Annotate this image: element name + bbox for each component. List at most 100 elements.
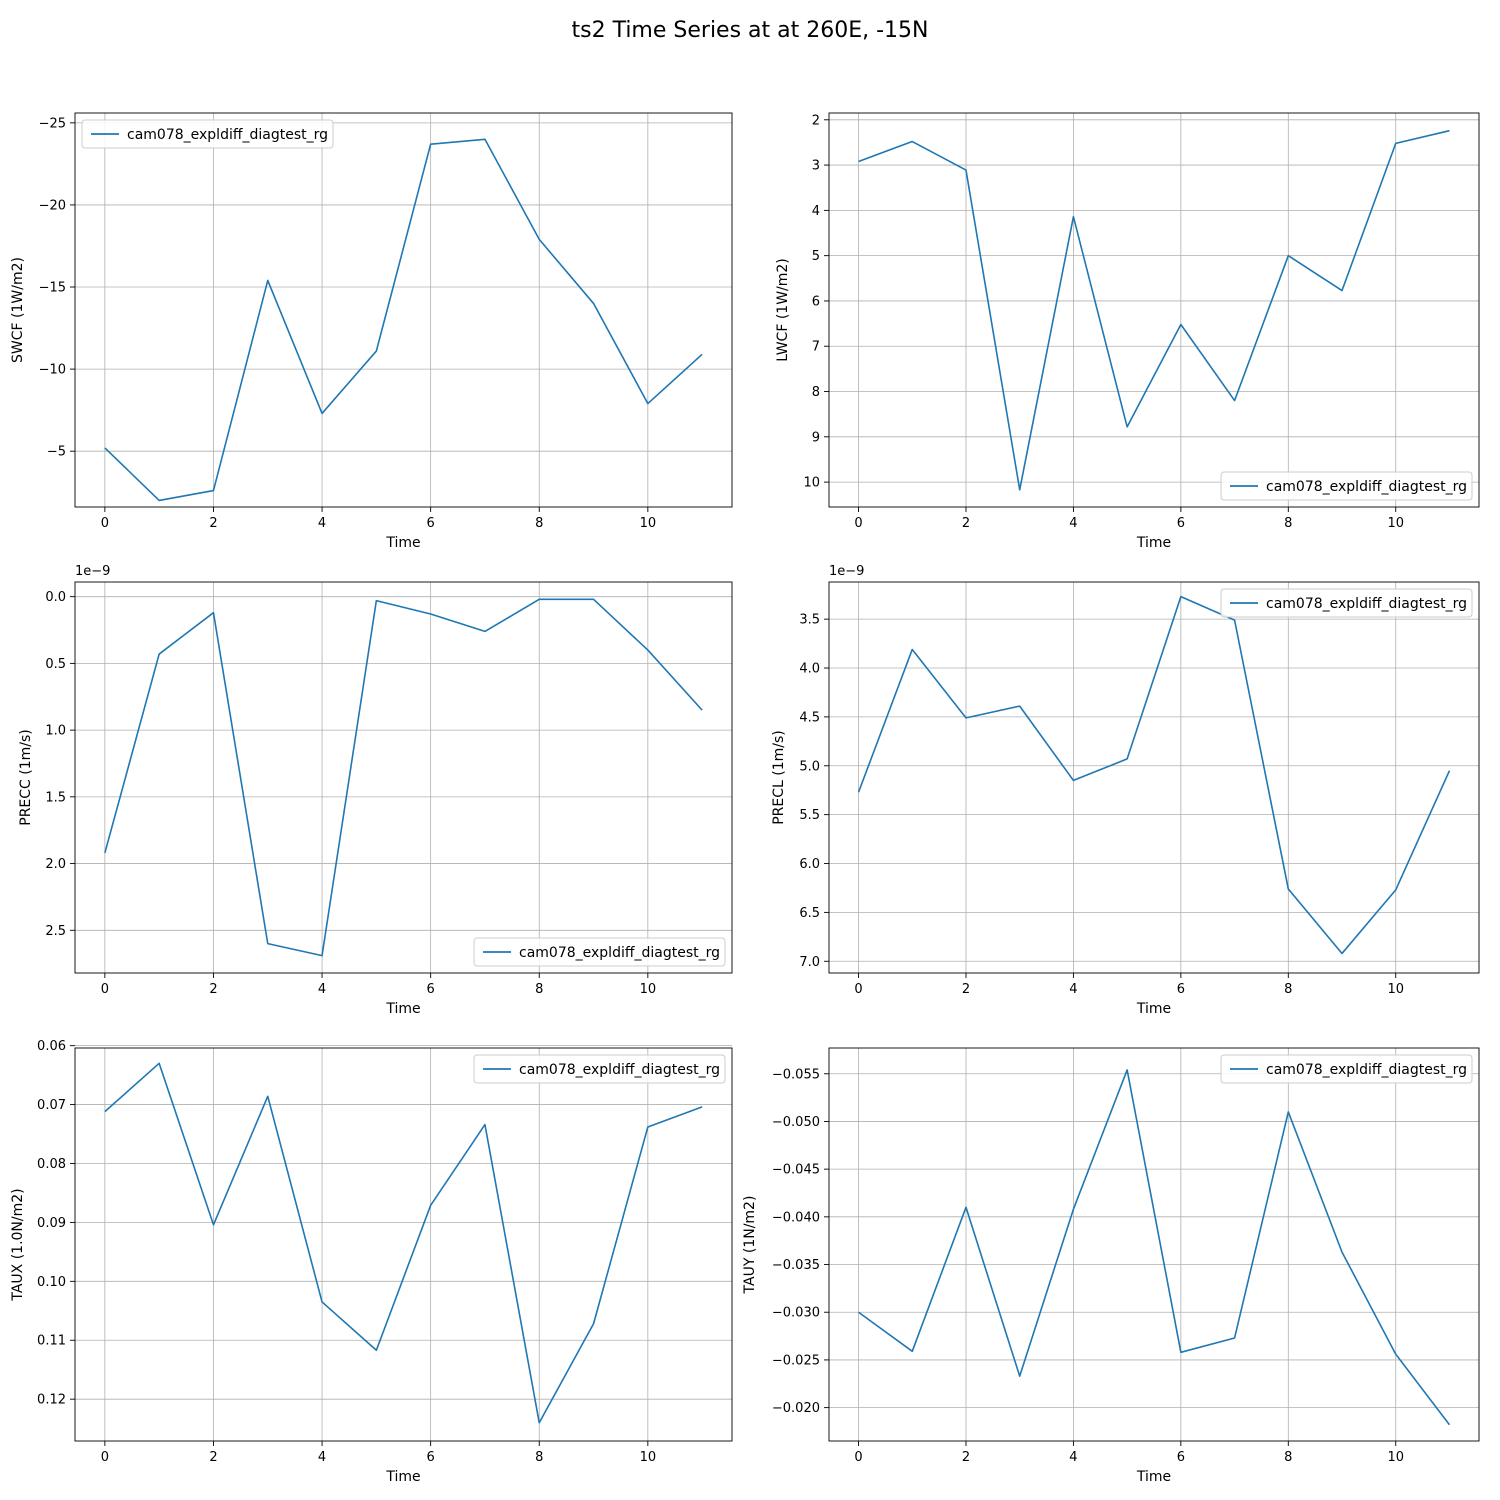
y-tick-label: 10: [803, 476, 820, 491]
y-tick-label: 0.08: [37, 1157, 66, 1172]
y-tick-label: 7.0: [799, 955, 820, 970]
x-tick-label: 10: [640, 516, 657, 531]
subplot-3: 0 2 4 6 8 10 0.0 0.5 1.0 1.5 2.0 2.5 1e−9 Time PRECC (…: [18, 564, 733, 1017]
y-tick-label: 0.5: [45, 657, 66, 672]
y-axis-label: TAUX (1.0N/m2): [10, 1188, 26, 1301]
y-tick-label: 4.0: [799, 662, 820, 677]
legend-box: [1220, 471, 1473, 501]
legend: cam078_expldiff_diagtest_rg: [473, 937, 726, 967]
series-line: [104, 138, 703, 502]
x-tick-label: 4: [318, 1450, 326, 1465]
y-tick-label: 8: [812, 385, 820, 400]
subplot-4: 0 2 4 6 8 10 3.5 4.0 4.5 5.0 5.5 6.0 6.5 7.0 1e−9 Time P…: [771, 564, 1480, 1017]
y-tick-label: 2: [812, 113, 820, 128]
legend-box: [81, 119, 334, 149]
y-tick-label: 7: [812, 340, 820, 355]
x-axis-label: Time: [385, 1469, 420, 1485]
legend-box: [1220, 1054, 1473, 1084]
y-tick-label: −10: [39, 363, 66, 378]
y-axis-label: SWCF (1W/m2): [10, 257, 26, 363]
x-tick-label: 10: [1387, 516, 1404, 531]
legend: cam078_expldiff_diagtest_rg: [1220, 1054, 1473, 1084]
x-tick-label: 6: [1177, 982, 1185, 997]
y-tick-label: 0.07: [37, 1098, 66, 1113]
legend-box: [473, 937, 726, 967]
x-tick-label: 0: [854, 1450, 862, 1465]
x-tick-label: 8: [1284, 516, 1292, 531]
x-tick-label: 2: [209, 1450, 217, 1465]
x-tick-label: 8: [535, 982, 543, 997]
y-axis-label: TAUY (1N/m2): [742, 1196, 758, 1295]
y-tick-label: −0.030: [772, 1306, 820, 1321]
x-tick-label: 10: [640, 982, 657, 997]
y-tick-label: −0.020: [772, 1401, 820, 1416]
y-tick-label: 0.09: [37, 1216, 66, 1231]
subplot-1: 0 2 4 6 8 10 −25 −20 −15 −10 −5 Time SWCF (1W/m2) cam…: [10, 112, 733, 551]
x-tick-label: 2: [962, 982, 970, 997]
y-tick-label: 6.0: [799, 857, 820, 872]
legend-label: cam078_expldiff_diagtest_rg: [1266, 479, 1467, 495]
x-tick-label: 2: [209, 982, 217, 997]
legend: cam078_expldiff_diagtest_rg: [1220, 471, 1473, 501]
y-tick-label: 0.0: [45, 590, 66, 605]
x-tick-label: 6: [1177, 516, 1185, 531]
x-tick-label: 6: [427, 516, 435, 531]
x-tick-label: 4: [318, 516, 326, 531]
x-tick-label: 0: [854, 982, 862, 997]
x-tick-label: 2: [962, 516, 970, 531]
y-tick-label: 4: [812, 204, 820, 219]
legend-label: cam078_expldiff_diagtest_rg: [1266, 596, 1467, 612]
legend-label: cam078_expldiff_diagtest_rg: [1266, 1062, 1467, 1078]
x-axis-label: Time: [385, 535, 420, 551]
series-line: [858, 129, 1450, 491]
y-tick-label: −0.040: [772, 1210, 820, 1225]
x-tick-label: 0: [101, 982, 109, 997]
legend: cam078_expldiff_diagtest_rg: [1220, 588, 1473, 618]
legend-label: cam078_expldiff_diagtest_rg: [519, 945, 720, 961]
y-tick-label: −0.055: [772, 1067, 820, 1082]
y-axis-label: PRECL (1m/s): [771, 730, 787, 825]
x-tick-label: 10: [1387, 982, 1404, 997]
x-axis-label: Time: [1136, 535, 1171, 551]
x-tick-label: 10: [1387, 1450, 1404, 1465]
axes-frame: [74, 1047, 733, 1442]
axes-frame: [828, 112, 1480, 508]
x-tick-label: 2: [209, 516, 217, 531]
y-tick-label: 4.5: [799, 710, 820, 725]
legend: cam078_expldiff_diagtest_rg: [473, 1054, 726, 1084]
x-tick-label: 4: [1069, 1450, 1077, 1465]
y-tick-label: 5.5: [799, 808, 820, 823]
legend-box: [1220, 588, 1473, 618]
x-tick-label: 4: [318, 982, 326, 997]
subplot-5: 0 2 4 6 8 10 0.06 0.07 0.08 0.09 0.10 0.11 0.12 Time T…: [10, 1039, 733, 1485]
legend: cam078_expldiff_diagtest_rg: [81, 119, 334, 149]
y-tick-label: −15: [39, 281, 66, 296]
y-tick-label: −20: [39, 198, 66, 213]
x-tick-label: 2: [962, 1450, 970, 1465]
y-tick-label: 1.5: [45, 790, 66, 805]
y-tick-label: 0.06: [37, 1039, 66, 1054]
x-tick-label: 8: [1284, 982, 1292, 997]
x-tick-label: 8: [1284, 1450, 1292, 1465]
legend-label: cam078_expldiff_diagtest_rg: [127, 127, 328, 143]
y-tick-label: 0.12: [37, 1393, 66, 1408]
y-tick-label: 9: [812, 430, 820, 445]
axes-frame: [828, 581, 1480, 974]
x-tick-label: 4: [1069, 516, 1077, 531]
x-tick-label: 4: [1069, 982, 1077, 997]
y-offset-text: 1e−9: [829, 564, 864, 579]
series-line: [858, 1069, 1451, 1426]
series-line: [104, 1062, 703, 1424]
x-axis-label: Time: [1136, 1469, 1171, 1485]
y-tick-label: −5: [47, 445, 66, 460]
subplots: 0 2 4 6 8 10 −25 −20 −15 −10 −5 Time SWCF (1W/m2) cam…: [10, 112, 1480, 1485]
legend-label: cam078_expldiff_diagtest_rg: [519, 1062, 720, 1078]
figure-title: ts2 Time Series at at 260E, -15N: [571, 18, 928, 43]
x-tick-label: 0: [854, 516, 862, 531]
y-tick-label: −25: [39, 116, 66, 131]
x-axis-label: Time: [385, 1001, 420, 1017]
y-tick-label: 0.10: [37, 1275, 66, 1290]
x-tick-label: 8: [535, 1450, 543, 1465]
y-offset-text: 1e−9: [75, 564, 110, 579]
